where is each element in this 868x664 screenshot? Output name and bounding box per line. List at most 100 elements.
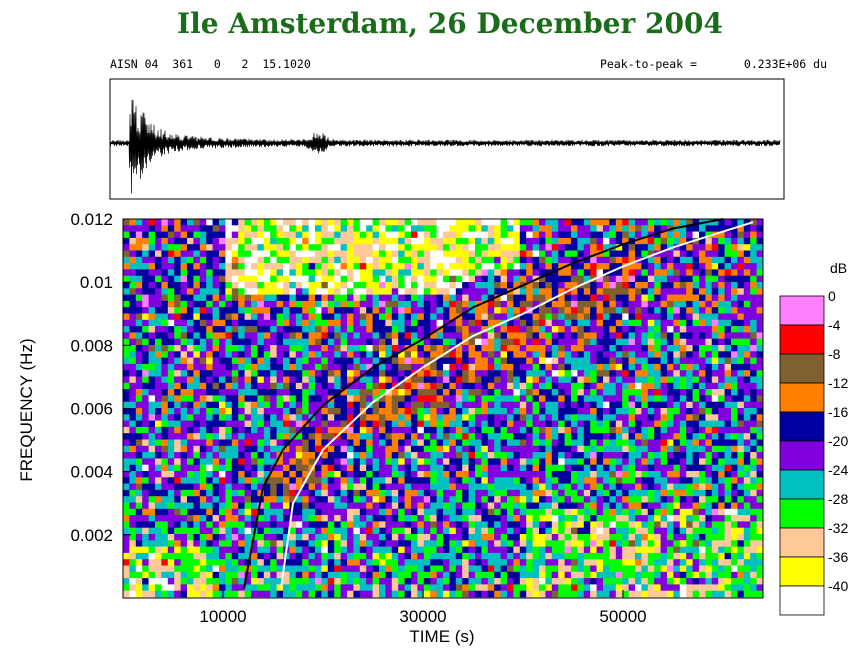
heatmap-cell [718, 401, 725, 409]
heatmap-cell [513, 439, 521, 447]
heatmap-cell [750, 282, 757, 289]
heatmap-cell [398, 237, 405, 245]
heatmap-cell [660, 426, 668, 434]
heatmap-cell [385, 452, 393, 459]
heatmap-cell [558, 445, 565, 453]
heatmap-cell [449, 458, 457, 465]
heatmap-cell [494, 445, 501, 453]
heatmap-cell [404, 363, 412, 371]
heatmap-cell [417, 483, 425, 491]
heatmap-cell [449, 250, 457, 258]
heatmap-cell [199, 288, 207, 295]
heatmap-cell [647, 401, 655, 409]
heatmap-cell [468, 395, 476, 402]
heatmap-cell [718, 288, 725, 295]
heatmap-cell [302, 250, 309, 258]
heatmap-cell [359, 294, 367, 302]
heatmap-cell [334, 445, 341, 453]
heatmap-cell [359, 508, 367, 516]
heatmap-cell [263, 237, 271, 245]
heatmap-cell [129, 300, 137, 308]
heatmap-cell [270, 502, 277, 510]
heatmap-cell [244, 426, 252, 434]
heatmap-cell [571, 357, 578, 365]
heatmap-cell [654, 471, 661, 478]
heatmap-cell [545, 464, 553, 472]
heatmap-cell [167, 483, 175, 491]
heatmap-cell [411, 426, 418, 434]
heatmap-cell [513, 282, 521, 289]
heatmap-cell [750, 244, 757, 251]
heatmap-cell [545, 426, 553, 434]
heatmap-cell [705, 332, 713, 339]
heatmap-cell [692, 464, 700, 472]
heatmap-cell [193, 439, 201, 447]
heatmap-cell [571, 382, 578, 390]
heatmap-cell [500, 471, 508, 478]
heatmap-cell [583, 521, 591, 528]
heatmap-cell [353, 496, 361, 503]
heatmap-cell [206, 414, 213, 421]
heatmap-cell [212, 508, 220, 516]
heatmap-cell [174, 326, 181, 333]
heatmap-cell [366, 250, 373, 258]
heatmap-cell [487, 294, 495, 302]
heatmap-cell [353, 445, 361, 453]
heatmap-cell [379, 508, 386, 516]
heatmap-cell [327, 351, 335, 358]
heatmap-cell [609, 237, 617, 245]
heatmap-cell [366, 326, 373, 333]
heatmap-cell [475, 508, 482, 516]
heatmap-cell [263, 508, 271, 516]
heatmap-cell [411, 357, 418, 365]
heatmap-cell [289, 250, 297, 258]
heatmap-cell [321, 313, 329, 321]
heatmap-cell [641, 256, 649, 264]
heatmap-cell [743, 294, 751, 302]
heatmap-cell [462, 332, 469, 339]
heatmap-cell [494, 515, 501, 522]
heatmap-cell [142, 382, 149, 390]
heatmap-cell [263, 250, 271, 258]
heatmap-cell [667, 332, 674, 339]
heatmap-cell [513, 515, 521, 522]
heatmap-cell [180, 250, 188, 258]
heatmap-cell [647, 389, 655, 396]
heatmap-cell [295, 426, 303, 434]
heatmap-cell [494, 219, 501, 226]
heatmap-cell [340, 282, 348, 289]
heatmap-cell [564, 326, 572, 333]
heatmap-cell [500, 250, 508, 258]
heatmap-cell [404, 458, 412, 465]
heatmap-cell [449, 489, 457, 497]
heatmap-cell [206, 483, 213, 491]
heatmap-cell [449, 389, 457, 396]
heatmap-cell [238, 508, 245, 516]
heatmap-cell [283, 401, 290, 409]
heatmap-cell [500, 237, 508, 245]
heatmap-cell [231, 414, 239, 421]
heatmap-cell [167, 219, 175, 226]
heatmap-cell [430, 288, 437, 295]
heatmap-cell [756, 464, 764, 472]
heatmap-cell [379, 275, 386, 283]
heatmap-cell [423, 288, 431, 295]
heatmap-cell [430, 313, 437, 321]
heatmap-cell [276, 244, 284, 251]
heatmap-cell [539, 389, 546, 396]
heatmap-cell [615, 250, 623, 258]
heatmap-cell [263, 515, 271, 522]
heatmap-cell [686, 401, 693, 409]
heatmap-cell [647, 527, 655, 535]
heatmap-cell [641, 414, 649, 421]
heatmap-cell [699, 225, 706, 232]
heatmap-cell [180, 389, 188, 396]
heatmap-cell [276, 483, 284, 491]
heatmap-cell [334, 237, 341, 245]
heatmap-cell [647, 313, 655, 321]
heatmap-cell [244, 439, 252, 447]
heatmap-cell [756, 408, 764, 415]
heatmap-cell [423, 231, 431, 239]
heatmap-cell [251, 219, 258, 226]
heatmap-cell [199, 408, 207, 415]
